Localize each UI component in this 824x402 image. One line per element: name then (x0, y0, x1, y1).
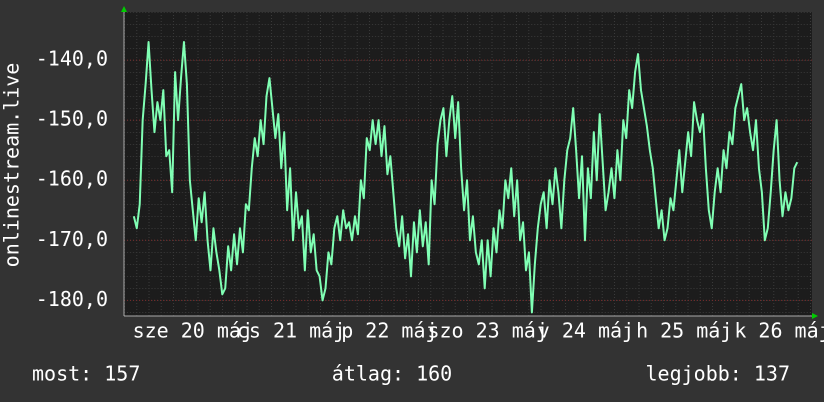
stat-current: most: 157 (32, 362, 140, 386)
x-tick-label: p 22 máj (341, 319, 437, 343)
x-tick-label: v 24 máj (538, 319, 634, 343)
minor-grid (124, 12, 812, 316)
x-tick-label: k 26 máj (734, 319, 824, 343)
stat-average: átlag: 160 (332, 362, 452, 386)
x-tick-label: szo 23 máj (427, 319, 547, 343)
x-axis-arrow (812, 313, 818, 319)
data-line (132, 41, 799, 314)
y-axis-arrow (121, 6, 127, 12)
y-tick-label: -150,0 (36, 107, 108, 131)
series-layer (132, 41, 799, 314)
y-tick-label: -160,0 (36, 167, 108, 191)
y-tick-label: -180,0 (36, 287, 108, 311)
y-tick-label: -170,0 (36, 227, 108, 251)
x-tick-label: h 25 máj (636, 319, 732, 343)
x-tick-label: sze 20 máj (133, 319, 253, 343)
y-axis-label: onlinestream.live (0, 63, 24, 268)
stat-best: legjobb: 137 (646, 362, 791, 386)
y-tick-label: -140,0 (36, 47, 108, 71)
x-tick-label: cs 21 máj (237, 319, 345, 343)
